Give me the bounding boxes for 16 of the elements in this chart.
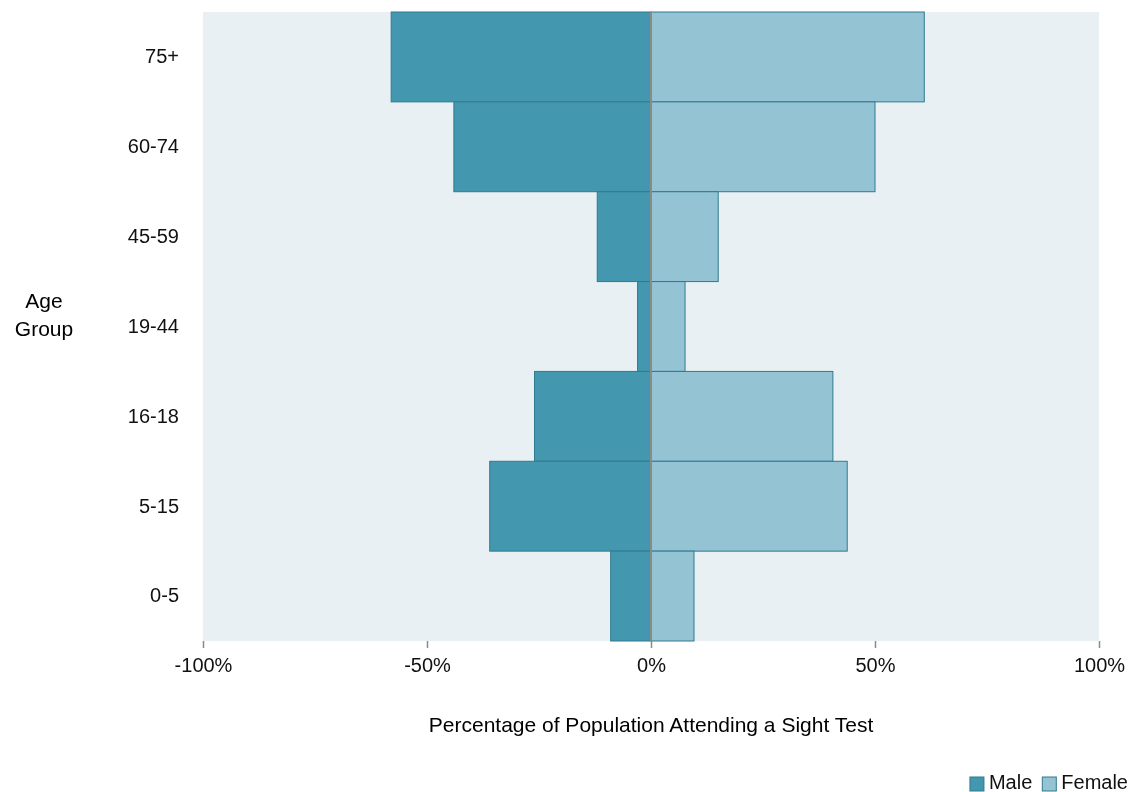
x-tick-label: -50% (404, 654, 452, 677)
y-tick-label: 45-59 (127, 225, 179, 248)
y-tick-label: 0-5 (150, 584, 179, 607)
x-tick-label: 100% (1073, 654, 1126, 677)
y-tick-label: 75+ (145, 45, 179, 68)
y-tick-label: 16-18 (127, 404, 179, 427)
y-tick-label: 19-44 (127, 314, 179, 337)
legend-label: Female (1061, 771, 1128, 792)
x-axis-title: Percentage of Population Attending a Sight Test (428, 713, 874, 736)
y-tick-label: 60-74 (127, 135, 179, 158)
x-tick-label: 50% (855, 654, 896, 677)
y-axis-title: Age Group (14, 289, 74, 340)
x-tick-label: 0% (637, 654, 667, 677)
y-tick-label: 5-15 (138, 494, 179, 517)
x-tick-label: -100% (174, 654, 233, 677)
legend-label: Male (988, 771, 1033, 792)
